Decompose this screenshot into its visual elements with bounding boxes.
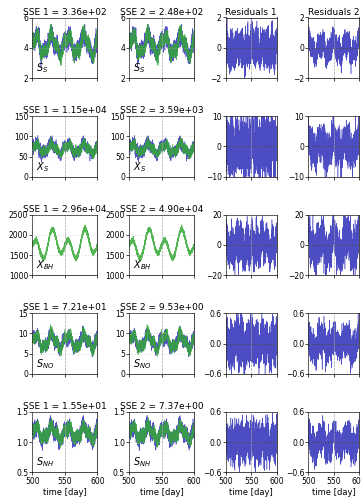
Text: $S_S$: $S_S$ (36, 62, 49, 76)
X-axis label: time [day]: time [day] (140, 488, 183, 498)
Title: SSE 1 = 1.15e+04: SSE 1 = 1.15e+04 (23, 106, 107, 116)
Text: $S_{NO}$: $S_{NO}$ (36, 357, 55, 371)
Title: SSE 1 = 1.55e+01: SSE 1 = 1.55e+01 (23, 402, 107, 411)
Text: $S_S$: $S_S$ (133, 62, 145, 76)
X-axis label: time [day]: time [day] (43, 488, 87, 498)
Text: $X_{BH}$: $X_{BH}$ (36, 258, 55, 272)
Text: $S_{NH}$: $S_{NH}$ (133, 456, 151, 469)
Title: Residuals 2: Residuals 2 (308, 8, 360, 16)
Title: Residuals 1: Residuals 1 (225, 8, 277, 16)
X-axis label: time [day]: time [day] (312, 488, 356, 498)
Title: SSE 2 = 9.53e+00: SSE 2 = 9.53e+00 (120, 304, 203, 312)
Text: $S_{NO}$: $S_{NO}$ (133, 357, 151, 371)
X-axis label: time [day]: time [day] (229, 488, 273, 498)
Title: SSE 1 = 3.36e+02: SSE 1 = 3.36e+02 (23, 8, 107, 16)
Title: SSE 1 = 2.96e+04: SSE 1 = 2.96e+04 (23, 205, 107, 214)
Title: SSE 2 = 2.48e+02: SSE 2 = 2.48e+02 (120, 8, 203, 16)
Title: SSE 2 = 7.37e+00: SSE 2 = 7.37e+00 (120, 402, 203, 411)
Text: $X_S$: $X_S$ (133, 160, 146, 174)
Title: SSE 2 = 4.90e+04: SSE 2 = 4.90e+04 (120, 205, 203, 214)
Title: SSE 2 = 3.59e+03: SSE 2 = 3.59e+03 (120, 106, 203, 116)
Text: $X_{BH}$: $X_{BH}$ (133, 258, 152, 272)
Text: $X_S$: $X_S$ (36, 160, 49, 174)
Title: SSE 1 = 7.21e+01: SSE 1 = 7.21e+01 (23, 304, 107, 312)
Text: $S_{NH}$: $S_{NH}$ (36, 456, 55, 469)
